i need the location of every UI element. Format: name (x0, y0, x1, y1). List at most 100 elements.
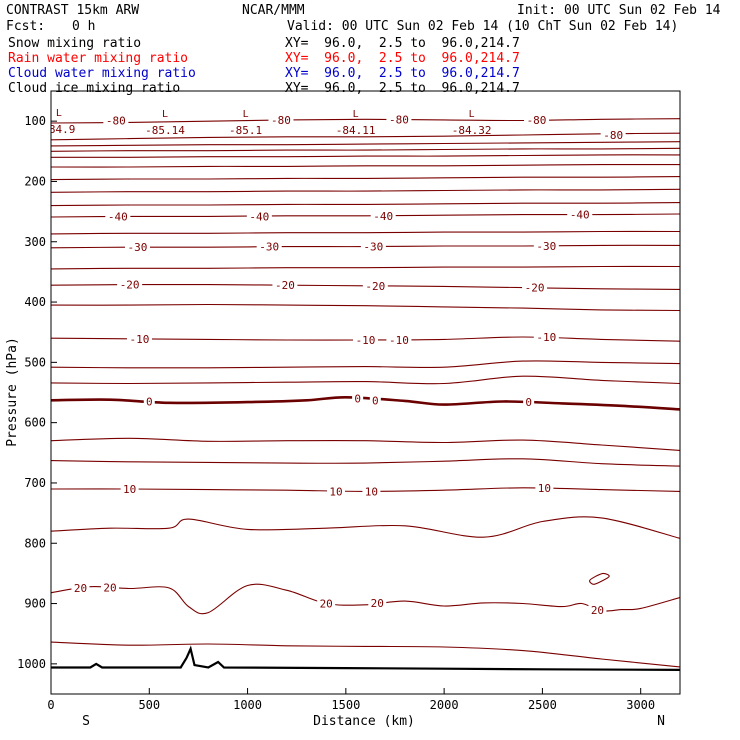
contour-label-7: -40 (373, 210, 393, 223)
contour-label-4: -80 (603, 129, 623, 142)
x-axis-label: Distance (km) (313, 714, 415, 729)
isotherm-24 (51, 641, 680, 668)
model-title: CONTRAST 15km ARW (6, 3, 140, 18)
contour-label-bg-12 (533, 239, 559, 252)
y-tick-label-3: 400 (24, 295, 46, 309)
contour-label-33: 20 (591, 604, 604, 617)
x-tick-label-4: 2000 (430, 698, 459, 712)
contour-label-19: -10 (389, 334, 409, 347)
contour-label-bg-6 (246, 210, 272, 223)
contour-label-12: -30 (536, 240, 556, 253)
x-tick-label-5: 2500 (528, 698, 557, 712)
terrain-surface (51, 645, 680, 672)
contour-label-bg-25 (120, 482, 139, 495)
contour-label-15: -20 (365, 280, 385, 293)
x-end-label-south: S (82, 714, 90, 729)
isotherm-1 (51, 132, 680, 141)
contour-label-9: -30 (128, 241, 148, 254)
contour-label-26: 10 (329, 485, 342, 498)
contour-label-bg-22 (352, 392, 364, 405)
init-time: Init: 00 UTC Sun 02 Feb 14 (517, 3, 721, 18)
contour-label-bg-5 (105, 210, 131, 223)
contour-label-25: 10 (123, 483, 136, 496)
field-cloudice-xy: XY= 96.0, 2.5 to 96.0,214.7 (285, 81, 520, 96)
y-tick-label-8: 900 (24, 597, 46, 611)
y-tick-label-6: 700 (24, 476, 46, 490)
contour-label-23: 0 (372, 394, 379, 407)
contour-label-bg-4 (600, 129, 626, 142)
contour-label-bg-29 (71, 581, 90, 594)
field-cloudwater-xy: XY= 96.0, 2.5 to 96.0,214.7 (285, 66, 520, 81)
center-title: NCAR/MMM (242, 3, 305, 18)
isotherm-17 (51, 375, 680, 385)
isotherm-0 (51, 118, 680, 124)
contour-label-bg-24 (523, 396, 535, 409)
isotherm-4 (51, 154, 680, 158)
low-value-3: -84.11 (336, 124, 376, 137)
isotherm-5 (51, 164, 680, 168)
low-marker-0: L (56, 108, 62, 119)
contour-label-31: 20 (320, 598, 333, 611)
low-value-4: -84.32 (452, 124, 492, 137)
contour-label-30: 20 (103, 581, 116, 594)
x-axis: 0 500 1000 1500 2000 2500 3000 (47, 688, 655, 712)
contour-label-20: -10 (536, 331, 556, 344)
field-rain-name: Rain water mixing ratio (8, 51, 189, 66)
fcst-label: Fcst: (6, 19, 46, 34)
contour-label-8: -40 (570, 209, 590, 222)
contour-label-bg-1 (268, 113, 294, 126)
low-marker-4: L (469, 109, 475, 120)
contour-label-14: -20 (275, 279, 295, 292)
contour-label-13: -20 (120, 279, 140, 292)
contour-label-29: 20 (74, 582, 87, 595)
contour-label-bg-15 (362, 279, 388, 292)
isotherm-10 (51, 230, 680, 235)
contour-label-1: -80 (271, 114, 291, 127)
contour-label-bg-31 (317, 597, 336, 610)
contour-label-bg-23 (369, 394, 381, 407)
low-marker-1: L (162, 109, 168, 120)
y-tick-label-5: 600 (24, 416, 46, 430)
contour-label-bg-3 (524, 113, 550, 126)
contour-label-3: -80 (527, 114, 547, 127)
isotherm-3 (51, 147, 680, 152)
contour-label-2: -80 (389, 113, 409, 126)
x-tick-label-0: 0 (47, 698, 54, 712)
contour-label-bg-19 (386, 334, 412, 347)
contour-label-0: -80 (106, 115, 126, 128)
contour-label-bg-28 (535, 481, 554, 494)
y-tick-label-2: 300 (24, 235, 46, 249)
isotherm-7 (51, 188, 680, 193)
isotherm-12 (51, 265, 680, 270)
contour-label-18: -10 (356, 334, 376, 347)
isotherm-20 (51, 458, 680, 467)
isotherm-19 (51, 437, 680, 451)
contour-label-bg-0 (103, 114, 129, 127)
contour-label-bg-21 (143, 395, 155, 408)
field-cloudice-name: Cloud ice mixing ratio (8, 81, 181, 96)
x-tick-label-1: 500 (138, 698, 160, 712)
isotherm-25 (589, 572, 610, 585)
fcst-value: 0 h (72, 19, 96, 34)
y-tick-label-9: 1000 (17, 657, 46, 671)
isotherm-23 (51, 583, 680, 615)
contour-label-bg-17 (126, 332, 152, 345)
contour-label-21: 0 (146, 396, 153, 409)
contour-label-bg-8 (567, 208, 593, 221)
y-axis-label: Pressure (hPa) (5, 337, 20, 447)
x-end-label-north: N (657, 714, 665, 729)
contour-label-16: -20 (525, 282, 545, 295)
contour-label-bg-30 (100, 581, 119, 594)
contour-label-32: 20 (371, 597, 384, 610)
contour-label-bg-11 (360, 240, 386, 253)
contour-label-bg-13 (117, 278, 143, 291)
field-cloudwater-name: Cloud water mixing ratio (8, 66, 196, 81)
x-tick-label-3: 1500 (331, 698, 360, 712)
y-tick-label-7: 800 (24, 536, 46, 550)
contour-label-bg-20 (533, 331, 559, 344)
y-tick-label-0: 100 (24, 114, 46, 128)
low-marker-3: L (353, 109, 359, 120)
low-value-0: -84.9 (42, 123, 75, 136)
terrain-line (51, 645, 680, 672)
contour-label-bg-27 (362, 485, 381, 498)
